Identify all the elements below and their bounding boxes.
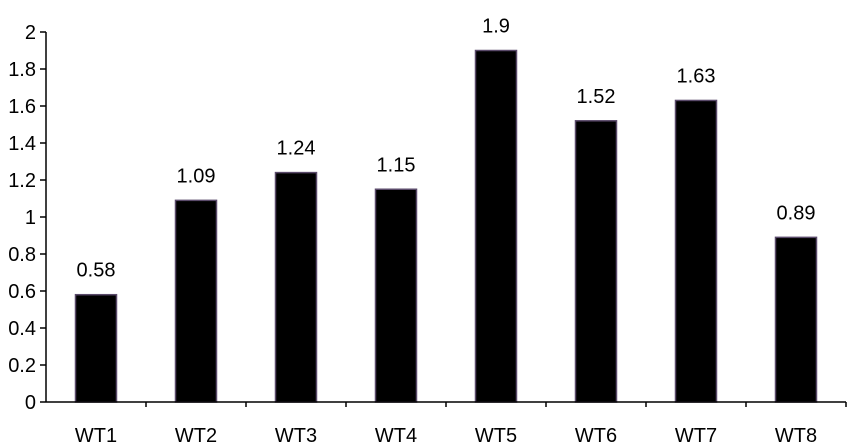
category-label: WT6: [575, 425, 617, 443]
data-label: 0.89: [777, 202, 816, 224]
category-label: WT5: [475, 425, 517, 443]
bar: [774, 236, 818, 403]
bar: [474, 49, 518, 403]
y-tick-label: 0.6: [8, 281, 36, 303]
bar: [674, 99, 718, 403]
bars: [74, 49, 818, 403]
y-tick-label: 0: [25, 392, 36, 414]
bar: [74, 293, 118, 403]
bar: [174, 199, 218, 403]
data-label: 1.24: [277, 138, 316, 160]
category-label: WT1: [75, 425, 117, 443]
data-label: 1.52: [577, 86, 616, 108]
data-label: 1.15: [377, 154, 416, 176]
category-label: WT7: [675, 425, 717, 443]
data-label: 0.58: [77, 260, 116, 282]
category-label: WT3: [275, 425, 317, 443]
y-tick-label: 2: [25, 22, 36, 44]
data-label: 1.63: [677, 65, 716, 87]
data-label: 1.9: [482, 16, 510, 38]
category-label: WT8: [775, 425, 817, 443]
bar: [574, 120, 618, 403]
y-tick-label: 0.4: [8, 318, 36, 340]
bar: [274, 171, 318, 403]
data-label: 1.09: [177, 165, 216, 187]
bar: [374, 188, 418, 403]
category-labels: WT1 WT2 WT3 WT4 WT5 WT6 WT7 WT8: [75, 402, 847, 443]
y-tick-label: 1.2: [8, 170, 36, 192]
y-tick-label: 0.2: [8, 355, 36, 377]
data-labels: 0.58 1.09 1.24 1.15 1.9 1.52 1.63 0.89: [77, 16, 816, 282]
y-tick-label: 0.8: [8, 244, 36, 266]
y-tick-label: 1.8: [8, 59, 36, 81]
category-label: WT4: [375, 425, 417, 443]
y-axis-ticks: 0 0.2 0.4 0.6 0.8 1 1.2 1.4 1.6 1.8 2: [8, 22, 46, 414]
category-label: WT2: [175, 425, 217, 443]
y-tick-label: 1.6: [8, 96, 36, 118]
y-tick-label: 1.4: [8, 133, 36, 155]
y-tick-label: 1: [25, 207, 36, 229]
